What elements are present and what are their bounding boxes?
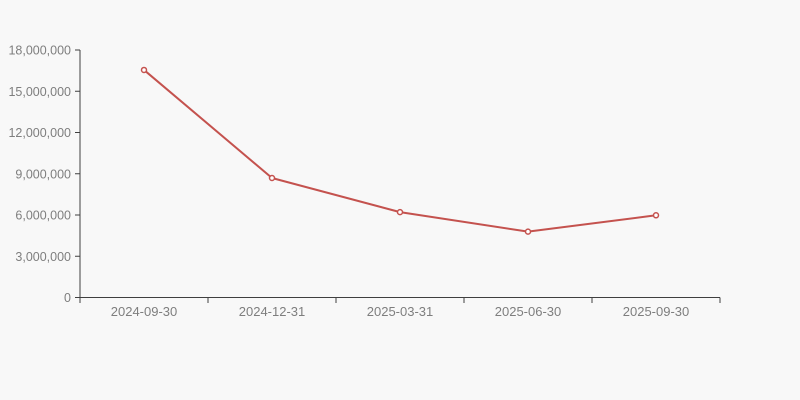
x-axis-tick-label: 2025-09-30 — [623, 304, 690, 319]
data-point-marker[interactable] — [652, 212, 660, 219]
y-axis-tick-label: 3,000,000 — [15, 250, 71, 264]
y-axis-tick-label: 9,000,000 — [15, 167, 71, 181]
x-axis-tick-label: 2025-06-30 — [495, 304, 562, 319]
series-line — [143, 68, 657, 233]
y-axis-tick-label: 0 — [64, 291, 71, 305]
x-axis-tick-label: 2025-03-31 — [367, 304, 434, 319]
x-axis-tick-label: 2024-12-31 — [239, 304, 306, 319]
y-axis-tick-label: 18,000,000 — [8, 44, 71, 58]
y-axis-tick-label: 6,000,000 — [15, 209, 71, 223]
data-point-marker[interactable] — [524, 228, 532, 235]
data-point-marker[interactable] — [268, 174, 276, 182]
x-axis-tick-label: 2024-09-30 — [111, 304, 178, 319]
y-axis-tick-label: 15,000,000 — [8, 85, 71, 99]
y-axis-tick-label: 12,000,000 — [8, 126, 71, 140]
data-point-marker[interactable] — [396, 208, 404, 216]
data-point-marker[interactable] — [140, 66, 148, 74]
